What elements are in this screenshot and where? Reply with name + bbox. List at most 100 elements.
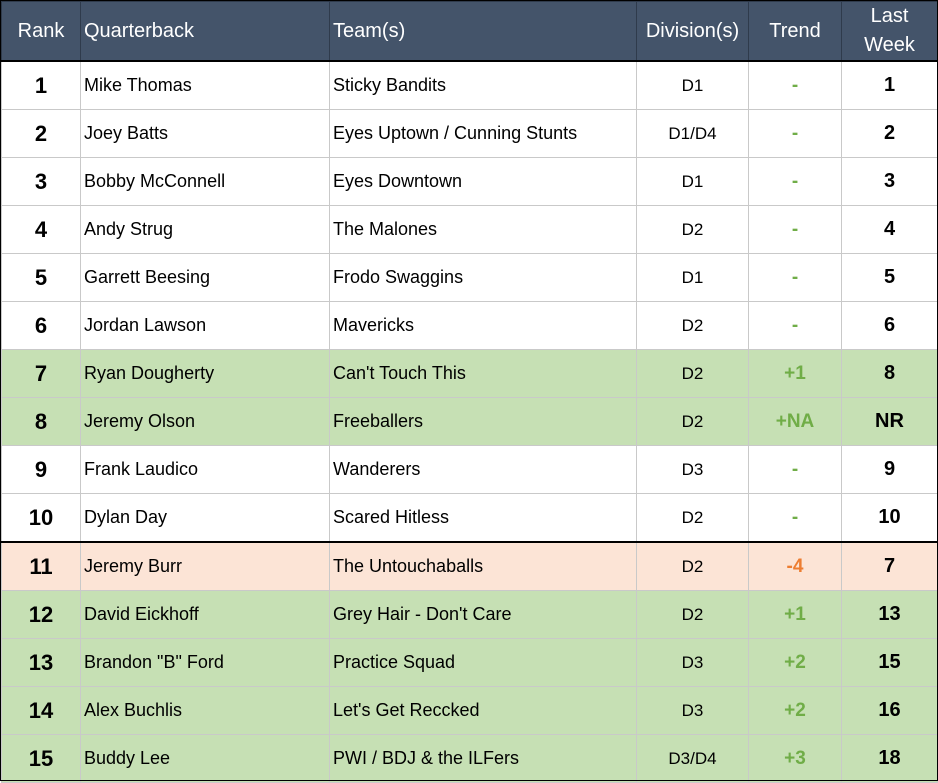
trend-cell: +1 (748, 349, 842, 398)
last-week-cell: 10 (841, 493, 938, 543)
quarterback-cell: Joey Batts (80, 109, 330, 158)
trend-cell: - (748, 109, 842, 158)
last-week-cell: 13 (841, 590, 938, 639)
quarterback-cell: Bobby McConnell (80, 157, 330, 206)
rank-cell: 5 (1, 253, 81, 302)
team-cell: Eyes Downtown (329, 157, 637, 206)
quarterback-cell: Garrett Beesing (80, 253, 330, 302)
division-cell: D1/D4 (636, 109, 749, 158)
quarterback-cell: Buddy Lee (80, 734, 330, 783)
division-cell: D3 (636, 638, 749, 687)
table-row[interactable]: 10 Dylan Day Scared Hitless D2-10 (1, 493, 938, 543)
division-cell: D2 (636, 541, 749, 591)
last-week-cell: 3 (841, 157, 938, 206)
division-cell: D2 (636, 301, 749, 350)
quarterback-cell: Jordan Lawson (80, 301, 330, 350)
team-cell: Wanderers (329, 445, 637, 494)
team-cell: The Untouchaballs (329, 541, 637, 591)
division-cell: D3 (636, 445, 749, 494)
table-row[interactable]: 7 Ryan Dougherty Can't Touch This D2 +1 8 (1, 349, 938, 398)
table-row[interactable]: 1 Mike Thomas Sticky Bandits D1-1 (1, 60, 938, 110)
team-cell: Let's Get Reccked (329, 686, 637, 735)
trend-cell: +NA (748, 397, 842, 446)
quarterback-cell: Jeremy Burr (80, 541, 330, 591)
last-week-cell: 16 (841, 686, 938, 735)
quarterback-cell: Frank Laudico (80, 445, 330, 494)
header-division[interactable]: Division(s) (636, 1, 749, 62)
table-body: 1 Mike Thomas Sticky Bandits D1-1 2 Joey Batt… (1, 60, 938, 783)
division-cell: D1 (636, 157, 749, 206)
rank-cell: 13 (1, 638, 81, 687)
rank-cell: 9 (1, 445, 81, 494)
table-row[interactable]: 9 Frank Laudico Wanderers D3-9 (1, 445, 938, 494)
last-week-cell: 2 (841, 109, 938, 158)
division-cell: D1 (636, 253, 749, 302)
last-week-cell: 9 (841, 445, 938, 494)
team-cell: Practice Squad (329, 638, 637, 687)
team-cell: Mavericks (329, 301, 637, 350)
quarterback-cell: Brandon "B" Ford (80, 638, 330, 687)
header-last-week-line2: Week (864, 34, 915, 56)
quarterback-cell: Ryan Dougherty (80, 349, 330, 398)
rank-cell: 2 (1, 109, 81, 158)
table-row[interactable]: 13 Brandon "B" Ford Practice Squad D3 +2 15 (1, 638, 938, 687)
table-row[interactable]: 6 Jordan Lawson Mavericks D2-6 (1, 301, 938, 350)
trend-cell: - (748, 253, 842, 302)
header-quarterback[interactable]: Quarterback (80, 1, 330, 62)
division-cell: D2 (636, 349, 749, 398)
quarterback-cell: Jeremy Olson (80, 397, 330, 446)
rank-cell: 11 (1, 541, 81, 591)
trend-cell: -4 (748, 541, 842, 591)
division-cell: D1 (636, 60, 749, 110)
trend-cell: +2 (748, 686, 842, 735)
rank-cell: 3 (1, 157, 81, 206)
division-cell: D2 (636, 397, 749, 446)
trend-cell: - (748, 301, 842, 350)
table-row[interactable]: 2 Joey Batts Eyes Uptown / Cunning Stunts D… (1, 109, 938, 158)
header-row: Rank Quarterback Team(s) Division(s) Tre… (1, 1, 938, 62)
header-rank[interactable]: Rank (1, 1, 81, 62)
trend-cell: - (748, 157, 842, 206)
last-week-cell: 5 (841, 253, 938, 302)
team-cell: Eyes Uptown / Cunning Stunts (329, 109, 637, 158)
table-row[interactable]: 5 Garrett Beesing Frodo Swaggins D1-5 (1, 253, 938, 302)
last-week-cell: 1 (841, 60, 938, 110)
table-row[interactable]: 12 David Eickhoff Grey Hair - Don't Care D2… (1, 590, 938, 639)
table-row[interactable]: 14 Alex Buchlis Let's Get Reccked D3 +2 16 (1, 686, 938, 735)
team-cell: Frodo Swaggins (329, 253, 637, 302)
last-week-cell: 18 (841, 734, 938, 783)
rank-cell: 4 (1, 205, 81, 254)
table-row[interactable]: 3 Bobby McConnell Eyes Downtown D1-3 (1, 157, 938, 206)
trend-cell: - (748, 445, 842, 494)
last-week-cell: 8 (841, 349, 938, 398)
header-last-week[interactable]: Last Week (841, 1, 938, 62)
quarterback-cell: Alex Buchlis (80, 686, 330, 735)
rank-cell: 15 (1, 734, 81, 783)
team-cell: Can't Touch This (329, 349, 637, 398)
last-week-cell: 7 (841, 541, 938, 591)
quarterback-cell: Andy Strug (80, 205, 330, 254)
rank-cell: 6 (1, 301, 81, 350)
rank-cell: 12 (1, 590, 81, 639)
last-week-cell: 6 (841, 301, 938, 350)
table-row[interactable]: 4 Andy Strug The Malones D2-4 (1, 205, 938, 254)
header-teams[interactable]: Team(s) (329, 1, 637, 62)
last-week-cell: 4 (841, 205, 938, 254)
trend-cell: - (748, 60, 842, 110)
rank-cell: 14 (1, 686, 81, 735)
header-last-week-line1: Last (870, 5, 909, 27)
header-trend[interactable]: Trend (748, 1, 842, 62)
quarterback-cell: David Eickhoff (80, 590, 330, 639)
division-cell: D2 (636, 205, 749, 254)
team-cell: Sticky Bandits (329, 60, 637, 110)
division-cell: D2 (636, 590, 749, 639)
table-row[interactable]: 8 Jeremy Olson Freeballers D2 +NA NR (1, 397, 938, 446)
table-row[interactable]: 15 Buddy Lee PWI / BDJ & the ILFers D3/D4 +3… (1, 734, 938, 783)
trend-cell: - (748, 493, 842, 543)
table-row[interactable]: 11 Jeremy Burr The Untouchaballs D2 -4 7 (1, 541, 938, 591)
quarterback-cell: Dylan Day (80, 493, 330, 543)
trend-cell: +1 (748, 590, 842, 639)
division-cell: D3/D4 (636, 734, 749, 783)
team-cell: Scared Hitless (329, 493, 637, 543)
